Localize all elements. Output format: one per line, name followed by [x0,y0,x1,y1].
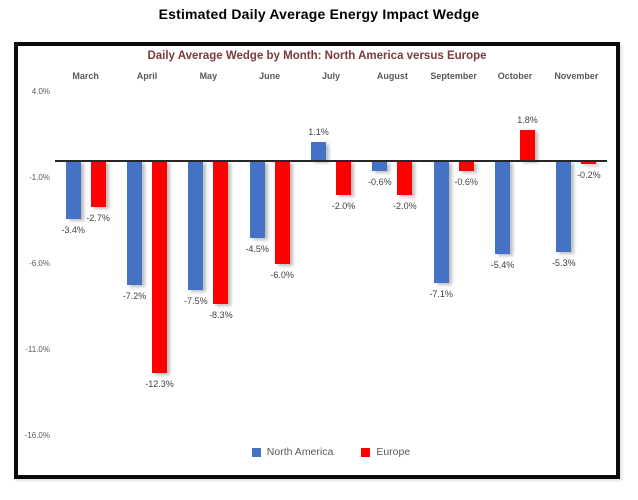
y-tick-4-0-: 4.0% [31,87,50,97]
legend-item-europe: Europe [361,446,410,458]
x-label-october: October [497,71,533,81]
data-label-europe-november: -0.2% [577,170,601,181]
y-tick--1-0-: -1.0% [29,173,50,183]
bar-north-america-october [495,161,510,254]
legend-swatch-europe [361,447,371,457]
data-label-europe-september: -0.6% [454,177,478,188]
x-label-september: September [430,71,477,81]
legend-label-north-america: North America [266,446,334,458]
data-label-europe-may: -8.3% [209,309,233,320]
x-label-march: March [72,71,99,81]
data-label-europe-april: -12.3% [145,378,174,389]
legend-swatch-north-america [251,447,261,457]
x-axis-line [55,160,607,162]
y-tick--6-0-: -6.0% [29,259,50,269]
bar-europe-november [581,161,597,165]
chart-title: Daily Average Wedge by Month: North Amer… [147,50,487,62]
chart-frame: Daily Average Wedge by Month: North Amer… [14,42,620,479]
legend-label-europe: Europe [376,446,411,458]
data-label-europe-october: 1.8% [517,115,538,126]
bar-north-america-august [372,161,388,172]
data-label-north-america-march: -3.4% [61,225,85,236]
plot-area: Daily Average Wedge by Month: North Amer… [18,46,616,475]
data-label-north-america-october: -5.4% [490,259,515,270]
bar-europe-october [520,130,535,161]
bar-europe-march [90,161,106,208]
bar-north-america-july [311,142,326,161]
data-label-north-america-june: -4.5% [245,244,269,255]
data-label-europe-july: -2.0% [331,201,356,212]
data-label-north-america-july: 1.1% [308,127,329,138]
page-title: Estimated Daily Average Energy Impact We… [158,6,480,22]
x-label-july: July [321,71,340,81]
data-label-north-america-august: -0.6% [368,177,392,188]
data-label-north-america-april: -7.2% [122,290,147,301]
data-label-north-america-november: -5.3% [552,258,576,269]
bar-europe-june [274,161,290,265]
x-label-may: May [199,71,218,81]
x-label-june: June [259,71,281,81]
y-tick--11-0-: -11.0% [25,345,50,355]
bar-europe-september [458,161,474,172]
bar-europe-april [152,161,167,373]
bar-europe-august [397,161,413,196]
data-label-europe-august: -2.0% [393,201,417,212]
bar-north-america-november [556,161,572,253]
x-label-november: November [554,71,599,81]
legend-item-north-america: North America [251,446,334,458]
bar-north-america-april [127,161,142,285]
legend: North America Europe [55,446,607,458]
data-label-europe-june: -6.0% [270,270,294,281]
bar-north-america-may [188,161,204,290]
bar-north-america-june [249,161,265,239]
y-tick--16-0-: -16.0% [24,431,50,441]
x-label-april: April [136,71,158,81]
bar-north-america-march [65,161,81,220]
bar-north-america-september [433,161,449,284]
bar-europe-july [336,161,351,196]
x-label-august: August [376,71,408,81]
data-label-europe-march: -2.7% [86,213,110,224]
data-label-north-america-september: -7.1% [429,289,453,300]
data-label-north-america-may: -7.5% [184,296,208,306]
bar-europe-may [213,161,229,304]
